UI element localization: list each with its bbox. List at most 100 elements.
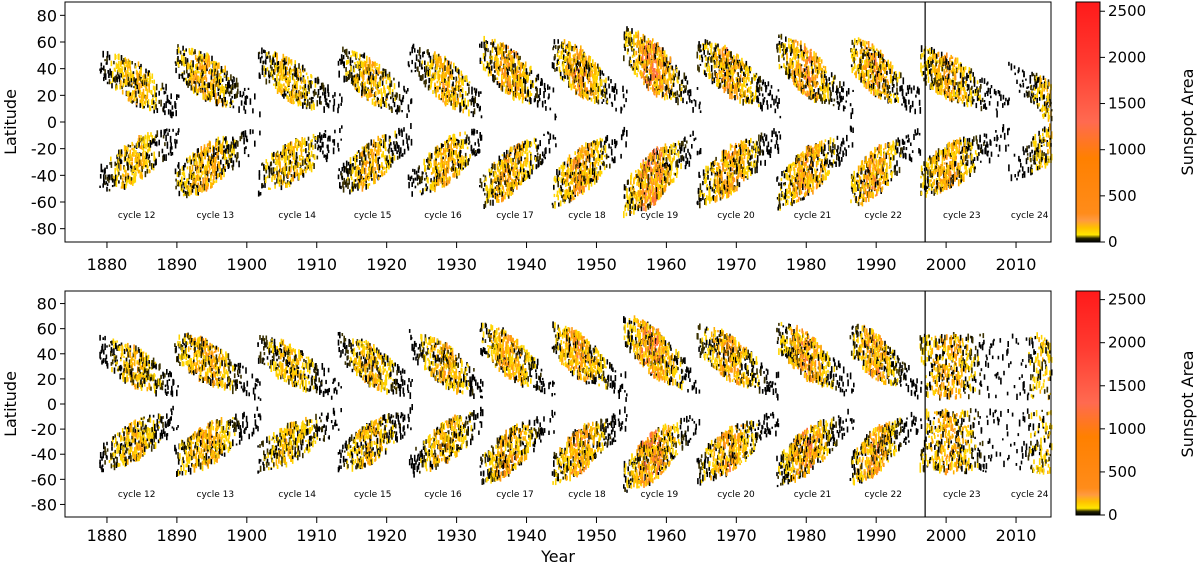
sunspot-mark <box>563 61 565 67</box>
sunspot-mark <box>339 93 341 97</box>
sunspot-mark <box>414 185 417 189</box>
sunspot-mark <box>213 174 215 180</box>
sunspot-mark <box>232 100 234 103</box>
sunspot-mark <box>382 97 384 104</box>
sunspot-mark <box>273 83 275 86</box>
sunspot-mark <box>118 154 121 162</box>
sunspot-mark <box>514 170 517 176</box>
sunspot-mark <box>456 101 458 108</box>
sunspot-mark <box>464 91 467 96</box>
sunspot-mark <box>387 92 389 96</box>
sunspot-mark <box>326 153 329 159</box>
sunspot-mark <box>501 197 503 203</box>
sunspot-mark <box>362 160 364 166</box>
sunspot-mark <box>209 94 211 101</box>
sunspot-mark <box>468 81 471 84</box>
sunspot-mark <box>113 67 116 71</box>
sunspot-mark <box>210 61 213 65</box>
sunspot-mark <box>446 95 449 98</box>
sunspot-mark <box>181 61 183 66</box>
sunspot-mark <box>576 179 578 184</box>
sunspot-mark <box>500 179 502 185</box>
sunspot-mark <box>161 148 164 154</box>
sunspot-mark <box>506 54 508 57</box>
sunspot-mark <box>182 181 184 186</box>
sunspot-mark <box>454 167 457 173</box>
sunspot-mark <box>293 94 295 100</box>
sunspot-mark <box>160 131 162 138</box>
sunspot-mark <box>381 172 384 177</box>
sunspot-mark <box>419 190 422 193</box>
sunspot-mark <box>364 155 367 161</box>
sunspot-mark <box>490 167 493 173</box>
sunspot-mark <box>288 79 290 86</box>
sunspot-mark <box>514 67 517 74</box>
sunspot-mark <box>580 166 582 171</box>
sunspot-mark <box>277 85 279 92</box>
sunspot-mark <box>143 80 146 85</box>
sunspot-mark <box>447 143 449 149</box>
sunspot-mark <box>539 88 541 95</box>
sunspot-mark <box>298 155 301 161</box>
sunspot-mark <box>242 130 245 138</box>
sunspot-mark <box>357 166 359 170</box>
sunspot-mark <box>464 131 466 135</box>
sunspot-mark <box>383 170 386 176</box>
sunspot-mark <box>135 90 137 98</box>
sunspot-mark <box>147 156 150 160</box>
sunspot-mark <box>132 71 135 74</box>
sunspot-mark <box>259 130 261 136</box>
sunspot-mark <box>140 135 142 142</box>
sunspot-mark <box>297 77 300 81</box>
sunspot-mark <box>465 136 468 144</box>
sunspot-mark <box>278 181 281 187</box>
sunspot-mark <box>588 67 591 71</box>
sunspot-mark <box>575 185 578 192</box>
sunspot-mark <box>356 64 359 69</box>
sunspot-mark <box>261 162 264 165</box>
sunspot-mark <box>184 62 186 66</box>
sunspot-mark <box>140 83 143 88</box>
sunspot-mark <box>423 51 425 54</box>
sunspot-mark <box>518 180 521 184</box>
sunspot-mark <box>484 67 487 72</box>
sunspot-mark <box>279 67 281 74</box>
sunspot-mark <box>296 156 298 159</box>
sunspot-mark <box>554 178 557 184</box>
sunspot-mark <box>191 164 194 172</box>
sunspot-mark <box>460 94 463 97</box>
sunspot-mark <box>347 177 349 181</box>
sunspot-mark <box>460 70 463 77</box>
sunspot-mark <box>585 178 587 182</box>
sunspot-mark <box>196 170 198 174</box>
sunspot-mark <box>226 140 228 147</box>
sunspot-mark <box>526 156 529 159</box>
sunspot-mark <box>568 154 571 162</box>
sunspot-mark <box>558 177 560 181</box>
sunspot-mark <box>129 92 132 97</box>
sunspot-mark <box>341 96 343 103</box>
sunspot-mark <box>127 60 130 68</box>
sunspot-mark <box>361 85 364 92</box>
sunspot-mark <box>535 157 537 162</box>
sunspot-mark <box>441 75 443 82</box>
sunspot-mark <box>584 173 586 177</box>
sunspot-mark <box>384 76 386 79</box>
sunspot-mark <box>568 167 570 174</box>
sunspot-mark <box>223 158 226 161</box>
sunspot-mark <box>217 83 220 87</box>
sunspot-mark <box>303 85 305 92</box>
sunspot-mark <box>523 76 525 84</box>
sunspot-mark <box>145 87 148 90</box>
sunspot-mark <box>488 168 490 173</box>
sunspot-mark <box>574 71 576 78</box>
sunspot-mark <box>578 147 581 152</box>
sunspot-mark <box>379 149 382 152</box>
sunspot-mark <box>349 63 352 66</box>
sunspot-mark <box>444 149 447 154</box>
sunspot-mark <box>137 61 140 67</box>
sunspot-mark <box>381 134 384 139</box>
sunspot-mark <box>132 152 134 157</box>
sunspot-mark <box>393 102 396 108</box>
sunspot-mark <box>200 174 203 178</box>
